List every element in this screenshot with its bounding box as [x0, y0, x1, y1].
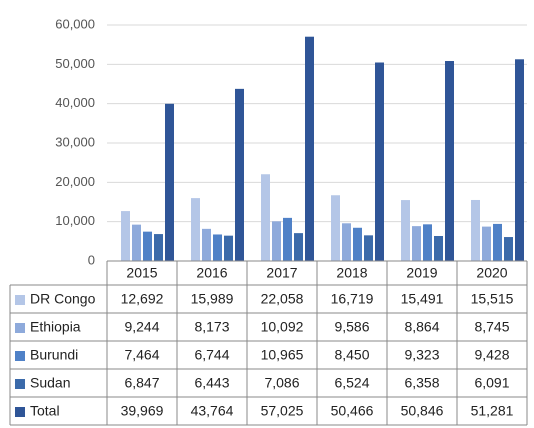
legend-label: Sudan [30, 375, 70, 391]
bar [342, 223, 351, 261]
bar [445, 61, 454, 261]
table-cell: 6,847 [124, 375, 159, 391]
table-cell: 10,092 [261, 319, 304, 335]
table-cell: 9,244 [124, 319, 159, 335]
bar [353, 227, 362, 261]
bar [515, 59, 524, 261]
y-tick-label: 0 [88, 252, 95, 267]
bar [224, 235, 233, 261]
x-tick-label: 2016 [196, 265, 227, 281]
table-cell: 39,969 [121, 403, 164, 419]
x-tick-label: 2019 [406, 265, 437, 281]
bar [423, 224, 432, 261]
table-cell: 16,719 [331, 291, 374, 307]
y-tick-label: 20,000 [55, 174, 95, 189]
bar [412, 226, 421, 261]
bar [482, 226, 491, 261]
y-tick-label: 10,000 [55, 213, 95, 228]
bar [143, 231, 152, 261]
table-cell: 6,358 [404, 375, 439, 391]
bar [235, 88, 244, 261]
bar [305, 36, 314, 262]
table-cell: 6,744 [194, 347, 229, 363]
table-cell: 43,764 [191, 403, 234, 419]
bar [364, 235, 373, 261]
table-cell: 9,323 [404, 347, 439, 363]
bar [375, 62, 384, 262]
bar [191, 198, 200, 261]
legend-label: Burundi [30, 347, 78, 363]
legend-label: Ethiopia [30, 319, 81, 335]
table-cell: 8,745 [474, 319, 509, 335]
table-cell: 15,515 [471, 291, 514, 307]
table-cell: 50,846 [401, 403, 444, 419]
bar [202, 228, 211, 261]
bar [213, 234, 222, 261]
bar [283, 217, 292, 261]
bar [165, 103, 174, 261]
x-tick-label: 2017 [266, 265, 297, 281]
table-cell: 8,864 [404, 319, 439, 335]
bar [434, 235, 443, 261]
bar [121, 211, 130, 261]
table-cell: 10,965 [261, 347, 304, 363]
y-tick-label: 60,000 [55, 16, 95, 31]
bar [294, 233, 303, 261]
table-cell: 9,586 [334, 319, 369, 335]
table-cell: 51,281 [471, 403, 514, 419]
y-tick-label: 30,000 [55, 134, 95, 149]
table-cell: 57,025 [261, 403, 304, 419]
bar [493, 223, 502, 261]
table-cell: 6,524 [334, 375, 369, 391]
table-cell: 22,058 [261, 291, 304, 307]
legend-key [15, 295, 25, 305]
bar [471, 199, 480, 261]
y-tick-label: 40,000 [55, 95, 95, 110]
table-cell: 7,464 [124, 347, 159, 363]
table-cell: 8,450 [334, 347, 369, 363]
bar [154, 234, 163, 261]
legend-key [15, 351, 25, 361]
table-cell: 6,443 [194, 375, 229, 391]
table-cell: 50,466 [331, 403, 374, 419]
bar [272, 221, 281, 261]
y-tick-label: 50,000 [55, 56, 95, 71]
table-cell: 6,091 [474, 375, 509, 391]
table-cell: 8,173 [194, 319, 229, 335]
bar [132, 224, 141, 261]
table-cell: 7,086 [264, 375, 299, 391]
legend-key [15, 379, 25, 389]
table-cell: 12,692 [121, 291, 164, 307]
legend-label: DR Congo [30, 291, 96, 307]
x-tick-label: 2015 [126, 265, 157, 281]
x-tick-label: 2018 [336, 265, 367, 281]
legend-key [15, 323, 25, 333]
bar [261, 174, 270, 261]
table-cell: 15,491 [401, 291, 444, 307]
x-tick-label: 2020 [476, 265, 507, 281]
bar [331, 195, 340, 261]
bar [504, 237, 513, 261]
legend-key [15, 407, 25, 417]
table-cell: 15,989 [191, 291, 234, 307]
bar [401, 200, 410, 261]
legend-label: Total [30, 403, 60, 419]
table-cell: 9,428 [474, 347, 509, 363]
